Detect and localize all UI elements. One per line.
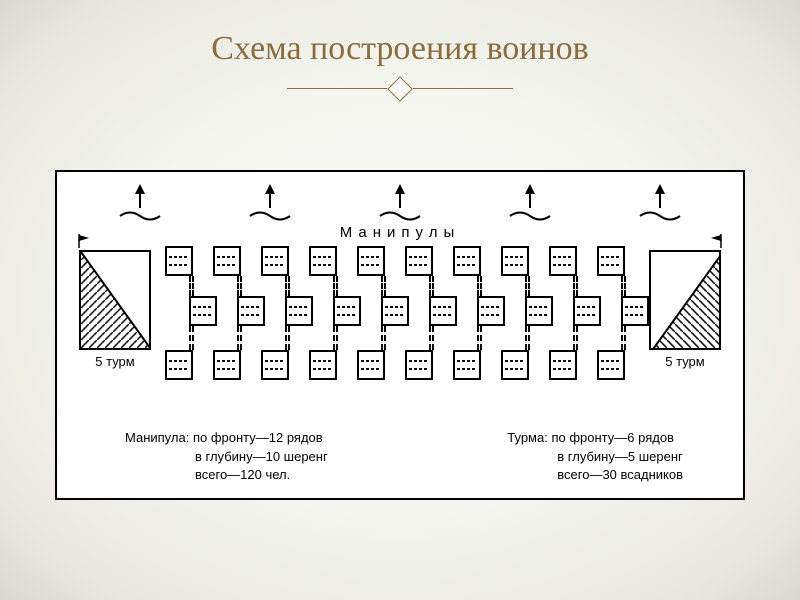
maniple-unit	[573, 296, 601, 326]
dash-connector	[432, 276, 434, 296]
dash-connector	[525, 276, 527, 296]
maniple-unit	[357, 246, 385, 276]
maniple-unit	[165, 350, 193, 380]
maniple-unit	[309, 350, 337, 380]
turma-left: 5 турм	[79, 250, 151, 369]
maniple-unit	[477, 296, 505, 326]
dash-connector	[288, 276, 290, 296]
dash-connector	[621, 326, 623, 350]
dash-connector	[240, 326, 242, 350]
maniple-unit	[501, 350, 529, 380]
maniple-unit	[453, 350, 481, 380]
dash-connector	[381, 326, 383, 350]
dash-connector	[237, 276, 239, 296]
dash-connector	[381, 276, 383, 296]
legend-right-line3: всего—30 всадников	[507, 466, 683, 484]
diagram-frame: Манипулы 5 турм 5 турм Манипула: по фрон…	[55, 170, 745, 500]
maniple-unit	[165, 246, 193, 276]
maniple-unit	[213, 246, 241, 276]
dash-connector	[432, 326, 434, 350]
maniple-unit	[381, 296, 409, 326]
dash-connector	[384, 326, 386, 350]
dash-connector	[624, 276, 626, 296]
maniple-label: Манипулы	[57, 224, 743, 241]
maniple-unit	[333, 296, 361, 326]
maniple-unit	[405, 350, 433, 380]
maniple-unit	[621, 296, 649, 326]
dash-connector	[624, 326, 626, 350]
dash-connector	[285, 326, 287, 350]
page-title: Схема построения воинов	[0, 0, 800, 68]
legend-left-line1: Манипула: по фронту—12 рядов	[125, 429, 328, 447]
dash-connector	[573, 276, 575, 296]
dash-connector	[285, 276, 287, 296]
maniple-unit	[597, 350, 625, 380]
dash-connector	[621, 276, 623, 296]
maniple-unit	[261, 350, 289, 380]
direction-arrow	[635, 182, 685, 222]
maniple-unit	[453, 246, 481, 276]
maniple-unit	[429, 296, 457, 326]
dash-connector	[192, 276, 194, 296]
dash-connector	[480, 326, 482, 350]
legend-right-line2: в глубину—5 шеренг	[507, 448, 683, 466]
maniple-unit	[309, 246, 337, 276]
dash-connector	[240, 276, 242, 296]
legend-right: Турма: по фронту—6 рядов в глубину—5 шер…	[507, 429, 683, 484]
formation	[165, 246, 639, 386]
maniple-unit	[213, 350, 241, 380]
dash-connector	[576, 326, 578, 350]
dash-connector	[333, 276, 335, 296]
dash-connector	[336, 326, 338, 350]
maniple-unit	[525, 296, 553, 326]
dash-connector	[429, 276, 431, 296]
dash-connector	[573, 326, 575, 350]
maniple-unit	[549, 246, 577, 276]
dash-connector	[525, 326, 527, 350]
dash-connector	[429, 326, 431, 350]
flag-icon	[77, 234, 91, 248]
legend-left-line2: в глубину—10 шеренг	[125, 448, 328, 466]
turma-right-caption: 5 турм	[649, 354, 721, 369]
dash-connector	[336, 276, 338, 296]
dash-connector	[477, 326, 479, 350]
maniple-unit	[549, 350, 577, 380]
dash-connector	[477, 276, 479, 296]
maniple-unit	[189, 296, 217, 326]
dash-connector	[333, 326, 335, 350]
dash-connector	[189, 326, 191, 350]
direction-arrow	[245, 182, 295, 222]
dash-connector	[288, 326, 290, 350]
legend-left: Манипула: по фронту—12 рядов в глубину—1…	[125, 429, 328, 484]
maniple-unit	[405, 246, 433, 276]
maniple-unit	[261, 246, 289, 276]
turma-left-caption: 5 турм	[79, 354, 151, 369]
dash-connector	[528, 276, 530, 296]
legend-left-line3: всего—120 чел.	[125, 466, 328, 484]
direction-arrow	[505, 182, 555, 222]
turma-box-right	[649, 250, 721, 350]
flag-icon	[709, 234, 723, 248]
dash-connector	[576, 276, 578, 296]
dash-connector	[237, 326, 239, 350]
maniple-unit	[237, 296, 265, 326]
direction-arrow	[375, 182, 425, 222]
legend-right-line1: Турма: по фронту—6 рядов	[507, 429, 683, 447]
turma-right: 5 турм	[649, 250, 721, 369]
maniple-unit	[357, 350, 385, 380]
dash-connector	[480, 276, 482, 296]
title-ornament	[0, 74, 800, 100]
maniple-unit	[285, 296, 313, 326]
turma-box-left	[79, 250, 151, 350]
direction-arrow	[115, 182, 165, 222]
maniple-unit	[597, 246, 625, 276]
arrows-row	[57, 182, 743, 222]
dash-connector	[189, 276, 191, 296]
maniple-unit	[501, 246, 529, 276]
dash-connector	[384, 276, 386, 296]
dash-connector	[192, 326, 194, 350]
dash-connector	[528, 326, 530, 350]
